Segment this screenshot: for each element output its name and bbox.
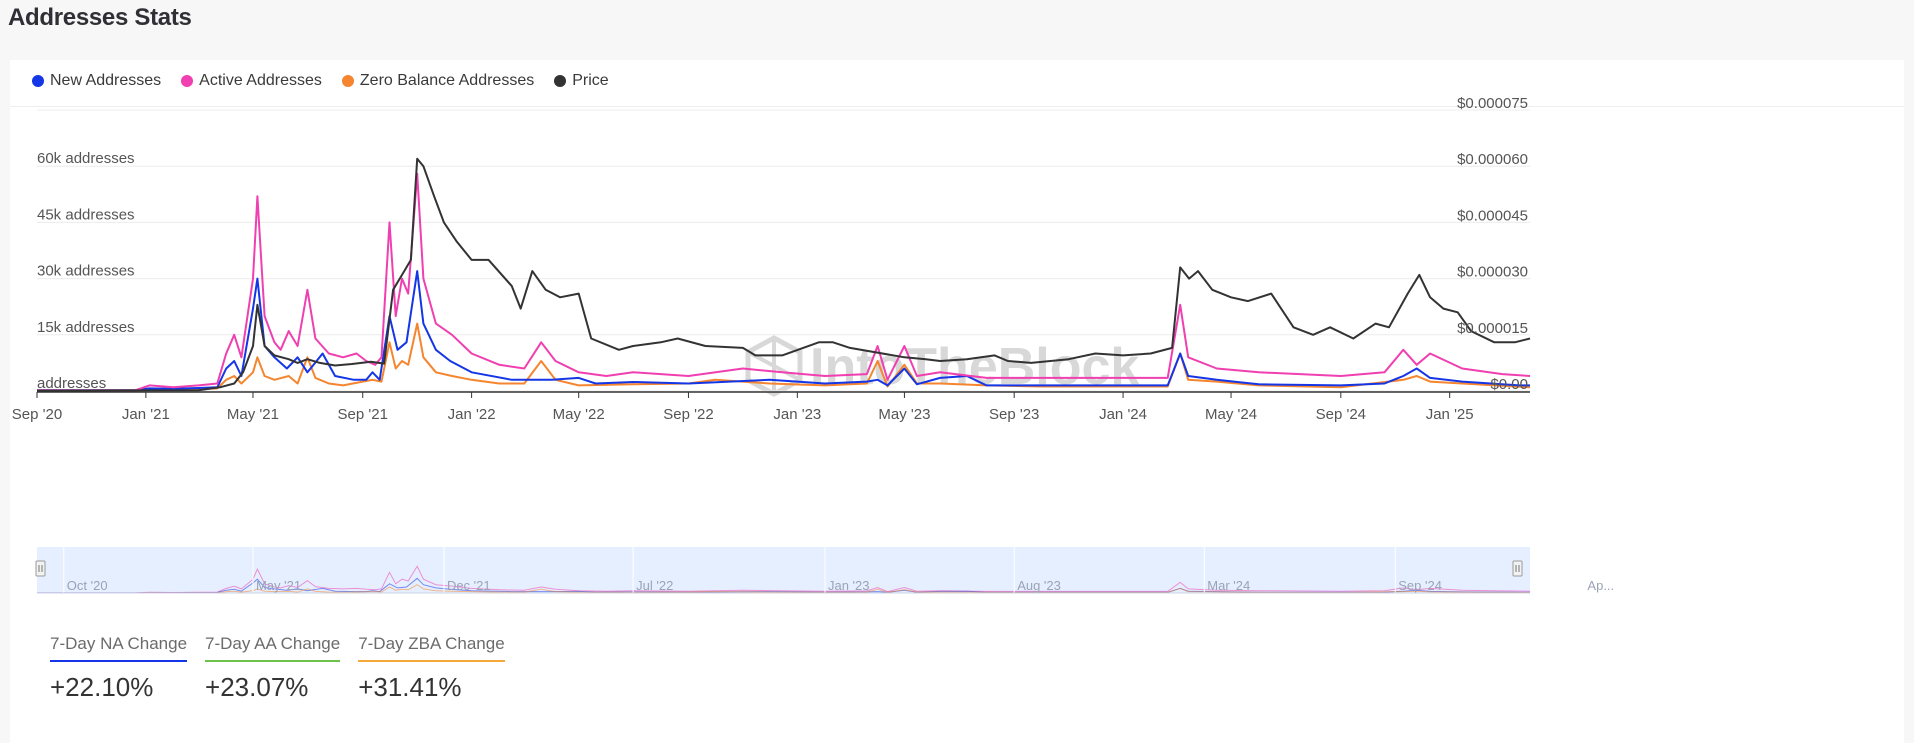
y-left-tick-label: 60k addresses — [37, 150, 135, 167]
y-left-tick-label: addresses — [37, 375, 106, 392]
series-line-new-addresses — [37, 270, 1530, 392]
chart-axes: $0.00 $0.000015 $0.000030 $0.000045 $0.00006… — [12, 95, 1530, 423]
chart-navigator[interactable]: Oct '20 May '21 Dec '21 Jul '22 Jan '23 Aug '… — [35, 547, 1614, 594]
stat-zba-change: 7-Day ZBA Change +31.41% — [358, 634, 505, 703]
y-right-tick-label: $0.000030 — [1457, 264, 1528, 281]
navigator-range[interactable] — [37, 547, 1530, 593]
stat-zba-change-label: 7-Day ZBA Change — [358, 634, 505, 662]
x-tick-label: Jan '21 — [122, 406, 170, 423]
x-tick-label: Sep '22 — [663, 406, 713, 423]
navigator-tick-label: Jan '23 — [828, 578, 870, 593]
y-right-tick-label: $0.000060 — [1457, 151, 1528, 168]
x-tick-label: May '21 — [227, 406, 279, 423]
navigator-tick-label: Sep '24 — [1398, 578, 1442, 593]
stat-aa-change: 7-Day AA Change +23.07% — [205, 634, 341, 703]
series-line-price — [36, 157, 1531, 392]
legend-dot-zero-balance-addresses — [341, 75, 354, 87]
page-title: Addresses Stats — [8, 4, 192, 31]
legend-dot-active-addresses — [181, 75, 194, 87]
legend-divider — [10, 106, 1904, 107]
legend-dot-new-addresses — [32, 75, 44, 87]
stat-na-change-label: 7-Day NA Change — [50, 634, 188, 662]
y-left-tick-label: 15k addresses — [37, 319, 135, 336]
navigator-tick-label: Aug '23 — [1017, 578, 1061, 593]
stat-aa-change-label: 7-Day AA Change — [205, 634, 341, 662]
legend-item-new-addresses[interactable]: New Addresses — [32, 72, 161, 90]
stat-zba-change-value: +31.41% — [358, 672, 462, 702]
navigator-tick-label: Ap... — [1587, 578, 1614, 593]
x-tick-label: Sep '21 — [338, 406, 388, 423]
y-left-tick-label: 30k addresses — [37, 263, 135, 280]
legend-item-active-addresses[interactable]: Active Addresses — [181, 72, 322, 90]
legend-label-zero-balance-addresses: Zero Balance Addresses — [359, 72, 535, 89]
y-right-tick-label: $0.000075 — [1457, 95, 1528, 112]
legend-label-price: Price — [572, 72, 609, 89]
x-tick-label: May '22 — [553, 406, 605, 423]
y-right-tick-label: $0.000045 — [1457, 207, 1528, 224]
navigator-tick-label: Dec '21 — [447, 578, 491, 593]
navigator-handle-left[interactable] — [35, 560, 46, 577]
watermark-logo-icon — [745, 335, 803, 397]
x-tick-label: Sep '23 — [989, 406, 1039, 423]
series-line-active-addresses — [37, 172, 1531, 392]
navigator-tick-label: Mar '24 — [1207, 578, 1250, 593]
stat-aa-change-value: +23.07% — [205, 672, 309, 702]
navigator-line-active-addresses — [37, 565, 1531, 594]
legend-item-zero-balance-addresses[interactable]: Zero Balance Addresses — [341, 72, 535, 90]
x-tick-label: May '24 — [1205, 406, 1257, 423]
y-right-tick-label: $0.000015 — [1457, 320, 1528, 337]
navigator-tick-label: Jul '22 — [636, 578, 673, 593]
legend-label-active-addresses: Active Addresses — [199, 72, 322, 89]
chart-series — [36, 157, 1531, 392]
navigator-line-zero-balance-addresses — [37, 584, 1531, 594]
chart-card: New Addresses Active Addresses Zero Bala… — [10, 60, 1904, 743]
x-tick-label: Jan '23 — [773, 406, 821, 423]
legend-item-price[interactable]: Price — [554, 72, 609, 90]
stat-na-change-value: +22.10% — [50, 672, 154, 702]
chart-legend: New Addresses Active Addresses Zero Bala… — [32, 72, 609, 90]
navigator-handle-right[interactable] — [1512, 560, 1523, 577]
x-tick-label: Sep '20 — [12, 406, 62, 423]
x-tick-label: May '23 — [878, 406, 930, 423]
chart-grid — [37, 109, 1530, 392]
legend-label-new-addresses: New Addresses — [50, 72, 162, 89]
navigator-tick-label: May '21 — [256, 578, 301, 593]
y-left-tick-label: 45k addresses — [37, 206, 135, 223]
legend-dot-price — [554, 75, 567, 87]
y-right-tick-label: $0.00 — [1490, 376, 1528, 393]
x-tick-label: Jan '25 — [1426, 406, 1474, 423]
x-tick-label: Sep '24 — [1316, 406, 1366, 423]
stats-panel: 7-Day NA Change +22.10% 7-Day AA Change … — [50, 634, 505, 703]
chart-svg: IntoTheBlock $0.00$0.000015$0.000030$0.0… — [12, 95, 1614, 594]
x-tick-label: Jan '22 — [448, 406, 496, 423]
series-line-zero-balance-addresses — [37, 322, 1531, 392]
x-tick-label: Jan '24 — [1099, 406, 1147, 423]
stat-na-change: 7-Day NA Change +22.10% — [50, 634, 188, 703]
navigator-tick-label: Oct '20 — [67, 578, 108, 593]
